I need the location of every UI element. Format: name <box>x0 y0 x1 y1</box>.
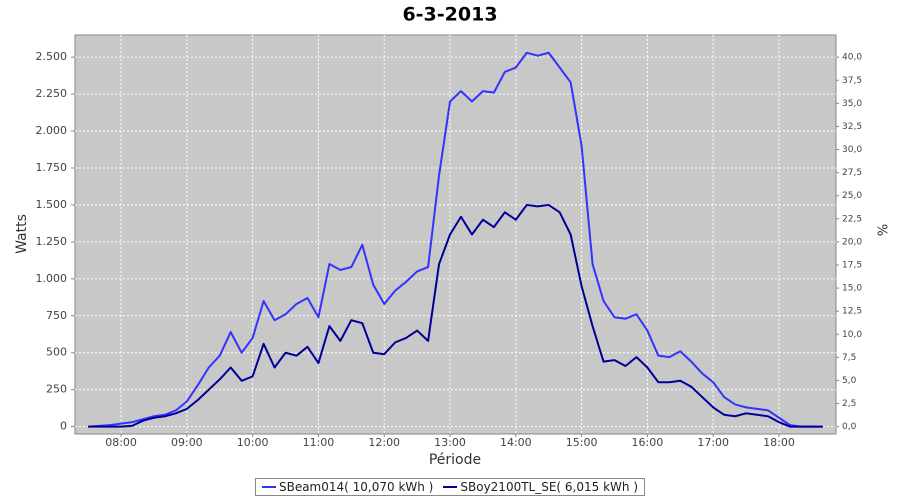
y2-tick-label: 0,0 <box>842 422 857 432</box>
y2-tick-label: 35,0 <box>842 99 862 109</box>
x-tick-label: 18:00 <box>763 436 795 449</box>
x-tick-label: 08:00 <box>105 436 137 449</box>
x-tick-label: 17:00 <box>697 436 729 449</box>
x-tick-label: 12:00 <box>368 436 400 449</box>
x-tick-label: 14:00 <box>500 436 532 449</box>
legend-box: SBeam014( 10,070 kWh ) SBoy2100TL_SE( 6,0… <box>254 478 646 496</box>
chart-title: 6-3-2013 <box>402 4 497 26</box>
y-tick-label: 1.250 <box>36 235 68 248</box>
y2-tick-label: 7,5 <box>842 353 856 363</box>
x-axis-label: Période <box>429 452 481 468</box>
y-tick-label: 2.250 <box>36 87 68 100</box>
y-tick-label: 250 <box>46 383 67 396</box>
x-tick-label: 16:00 <box>632 436 664 449</box>
legend-swatch <box>443 486 458 488</box>
y-tick-label: 2.500 <box>36 50 68 63</box>
legend-item: SBeam014( 10,070 kWh ) <box>261 480 434 494</box>
y2-tick-label: 37,5 <box>842 76 862 86</box>
legend-item: SBoy2100TL_SE( 6,015 kWh ) <box>443 480 638 494</box>
series-line <box>88 203 823 428</box>
x-tick-label: 10:00 <box>237 436 269 449</box>
y-tick-label: 750 <box>46 309 67 322</box>
y2-tick-label: 5,0 <box>842 376 857 386</box>
y-tick-label: 1.000 <box>36 272 68 285</box>
y2-tick-label: 22,5 <box>842 214 862 224</box>
y2-tick-label: 2,5 <box>842 399 856 409</box>
chart: 6-3-2013 Période Watts % 0 250 500 750 1.000… <box>14 4 889 469</box>
y2-tick-label: 10,0 <box>842 330 862 340</box>
y2-tick-label: 27,5 <box>842 168 862 178</box>
y2-tick-label: 15,0 <box>842 284 862 294</box>
y-tick-label: 0 <box>60 420 67 433</box>
x-tick-label: 13:00 <box>434 436 466 449</box>
y2-tick-label: 32,5 <box>842 122 862 132</box>
y2-tick-label: 12,5 <box>842 307 862 317</box>
y2-tick-label: 25,0 <box>842 191 862 201</box>
y-tick-label: 1.500 <box>36 198 68 211</box>
y2-axis-label: % <box>874 224 889 236</box>
y2-tick-label: 17,5 <box>842 260 862 270</box>
x-tick-label: 11:00 <box>303 436 335 449</box>
legend: SBeam014( 10,070 kWh ) SBoy2100TL_SE( 6,0… <box>0 478 900 496</box>
y-tick-label: 500 <box>46 346 67 359</box>
legend-swatch <box>261 486 276 488</box>
y2-tick-label: 30,0 <box>842 145 862 155</box>
series-line <box>88 51 823 428</box>
y2-tick-label: 40,0 <box>842 53 862 63</box>
y-tick-label: 1.750 <box>36 161 68 174</box>
y-tick-label: 2.000 <box>36 124 68 137</box>
x-tick-label: 09:00 <box>171 436 203 449</box>
legend-label: SBoy2100TL_SE( 6,015 kWh ) <box>460 480 639 494</box>
plot-area <box>74 34 837 435</box>
y-axis-label: Watts <box>14 214 30 254</box>
y2-tick-label: 20,0 <box>842 237 862 247</box>
legend-label: SBeam014( 10,070 kWh ) <box>278 480 434 494</box>
x-tick-label: 15:00 <box>566 436 598 449</box>
